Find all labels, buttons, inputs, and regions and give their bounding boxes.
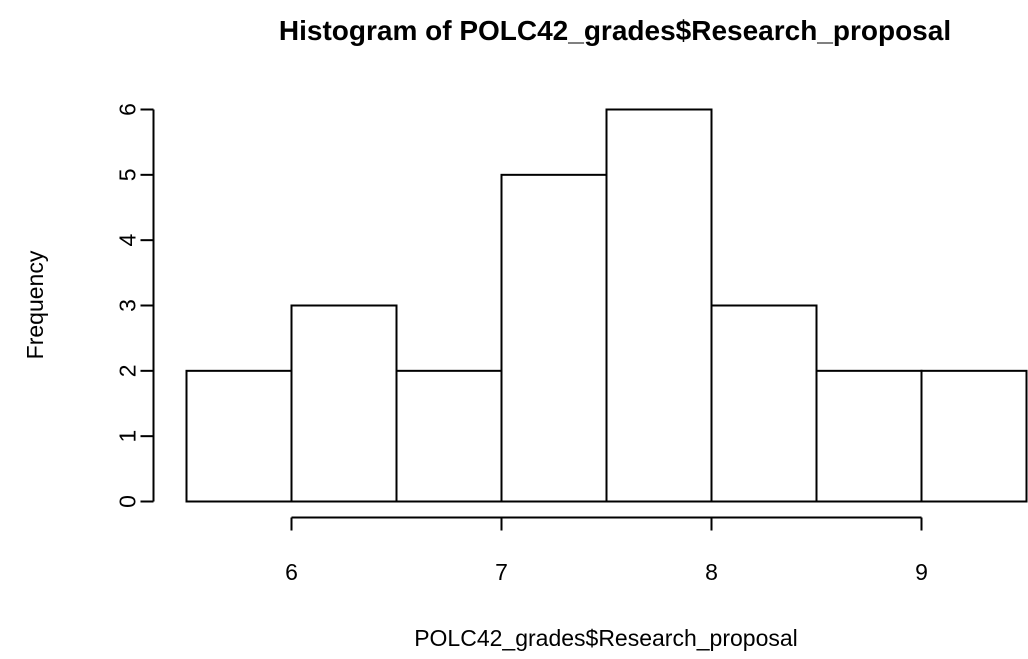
- y-tick-label: 4: [115, 234, 141, 247]
- histogram-bar: [815, 369, 923, 503]
- chart-title: Histogram of POLC42_grades$Research_prop…: [279, 15, 951, 46]
- y-tick-label: 5: [115, 168, 141, 181]
- x-tick-label: 7: [495, 559, 508, 585]
- x-axis-label: POLC42_grades$Research_proposal: [414, 625, 798, 651]
- bars: [185, 108, 1028, 503]
- histogram-bar: [710, 304, 818, 503]
- histogram-bar: [290, 304, 398, 503]
- y-tick-label: 1: [115, 430, 141, 443]
- y-axis: 0 1 2 3 4 5 6: [115, 103, 155, 508]
- x-axis: 6 7 8 9: [285, 516, 928, 585]
- histogram-bar: [395, 369, 503, 503]
- histogram-bar: [185, 369, 293, 503]
- y-tick-label: 0: [115, 495, 141, 508]
- y-tick-label: 3: [115, 299, 141, 312]
- y-tick-label: 2: [115, 364, 141, 377]
- x-tick-label: 6: [285, 559, 298, 585]
- y-axis-label: Frequency: [22, 250, 48, 359]
- x-tick-label: 8: [705, 559, 718, 585]
- histogram-bar: [605, 108, 713, 503]
- x-tick-label: 9: [915, 559, 928, 585]
- histogram-bar: [500, 173, 608, 503]
- y-tick-label: 6: [115, 103, 141, 116]
- histogram-bar: [920, 369, 1028, 503]
